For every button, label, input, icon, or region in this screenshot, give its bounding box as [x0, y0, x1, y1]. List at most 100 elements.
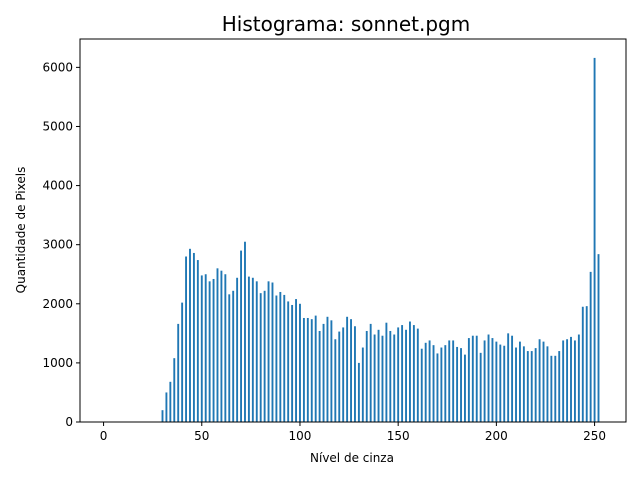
histogram-bar — [338, 331, 341, 422]
histogram-bar — [326, 316, 329, 422]
histogram-bar — [169, 381, 172, 422]
histogram-bar — [534, 348, 537, 422]
histogram-bar — [522, 346, 525, 422]
chart-title: Histograma: sonnet.pgm — [222, 12, 471, 36]
histogram-bar — [597, 254, 600, 422]
histogram-bar — [228, 294, 231, 422]
histogram-bar — [365, 330, 368, 422]
histogram-bar — [495, 341, 498, 422]
y-tick-label: 5000 — [42, 119, 73, 133]
y-tick-label: 2000 — [42, 297, 73, 311]
histogram-bar — [208, 281, 211, 422]
histogram-bar — [530, 351, 533, 422]
histogram-bar — [342, 327, 345, 422]
histogram-bar — [259, 293, 262, 422]
histogram-bar — [267, 281, 270, 422]
y-tick-label: 4000 — [42, 179, 73, 193]
y-axis-ticks: 0 1000 2000 3000 4000 5000 6000 — [42, 60, 80, 429]
histogram-bar — [271, 282, 274, 422]
histogram-bar — [165, 392, 168, 422]
histogram-bar — [232, 290, 235, 422]
histogram-bar — [275, 295, 278, 422]
histogram-bar — [385, 322, 388, 422]
x-tick-label: 50 — [194, 429, 209, 443]
histogram-bar — [444, 345, 447, 422]
histogram-bar — [558, 351, 561, 422]
histogram-bar — [566, 339, 569, 422]
histogram-bar — [334, 339, 337, 422]
histogram-bar — [452, 340, 455, 422]
histogram-bar — [220, 270, 223, 422]
histogram-bar — [519, 341, 521, 422]
bars-group — [161, 57, 600, 422]
histogram-bar — [428, 340, 431, 422]
histogram-bar — [192, 252, 195, 422]
histogram-bar — [475, 335, 478, 422]
histogram-bar — [212, 278, 215, 422]
histogram-bar — [585, 306, 588, 422]
histogram-bar — [369, 323, 372, 422]
histogram-bar — [589, 271, 592, 422]
histogram-bar — [436, 353, 439, 422]
histogram-bar — [173, 358, 176, 422]
histogram-bar — [440, 347, 443, 422]
histogram-bar — [456, 346, 459, 422]
x-tick-label: 150 — [387, 429, 410, 443]
histogram-bar — [479, 352, 482, 422]
histogram-bar — [330, 320, 333, 422]
histogram-bar — [381, 335, 384, 422]
histogram-bar — [200, 275, 203, 422]
histogram-bar — [224, 274, 227, 422]
histogram-bar — [185, 256, 187, 422]
histogram-bar — [471, 335, 474, 422]
histogram-bar — [377, 329, 380, 422]
histogram-bar — [487, 334, 490, 422]
histogram-bar — [416, 328, 419, 422]
x-tick-label: 0 — [100, 429, 108, 443]
histogram-bar — [409, 321, 411, 422]
histogram-bar — [503, 345, 506, 422]
histogram-bar — [357, 362, 360, 422]
histogram-bar — [460, 348, 462, 422]
histogram-bar — [247, 276, 250, 422]
histogram-bar — [507, 333, 510, 422]
histogram-bar — [204, 274, 207, 422]
histogram-bar — [310, 319, 313, 422]
histogram-bar — [236, 277, 239, 422]
histogram-bar — [354, 326, 356, 422]
histogram-bar — [373, 334, 376, 422]
x-tick-label: 200 — [485, 429, 508, 443]
histogram-bar — [283, 294, 286, 422]
histogram-bar — [499, 344, 502, 422]
histogram-bar — [581, 306, 584, 422]
histogram-bar — [542, 341, 545, 422]
histogram-bar — [302, 317, 305, 422]
histogram-bar — [216, 268, 219, 422]
y-tick-label: 6000 — [42, 60, 73, 74]
histogram-bar — [515, 347, 517, 422]
histogram-bar — [161, 410, 164, 422]
histogram-bar — [432, 345, 435, 422]
histogram-bar — [251, 277, 254, 422]
histogram-bar — [467, 338, 470, 422]
histogram-bar — [511, 335, 514, 422]
x-tick-label: 100 — [289, 429, 312, 443]
histogram-bar — [526, 351, 529, 422]
histogram-bar — [491, 338, 494, 422]
histogram-bar — [448, 340, 451, 422]
x-axis-label: Nível de cinza — [310, 451, 394, 465]
histogram-bar — [538, 339, 541, 422]
histogram-bar — [464, 354, 466, 422]
histogram-bar — [550, 355, 553, 422]
histogram-bar — [196, 260, 199, 422]
y-axis-label: Quantidade de Pixels — [14, 167, 28, 294]
histogram-bar — [562, 340, 565, 422]
histogram-bar — [361, 347, 364, 422]
histogram-bar — [287, 301, 290, 422]
histogram-bar — [177, 323, 180, 422]
histogram-bar — [483, 340, 486, 422]
histogram-bar — [291, 304, 294, 422]
histogram-bar — [255, 281, 258, 422]
histogram-bar — [570, 336, 572, 422]
